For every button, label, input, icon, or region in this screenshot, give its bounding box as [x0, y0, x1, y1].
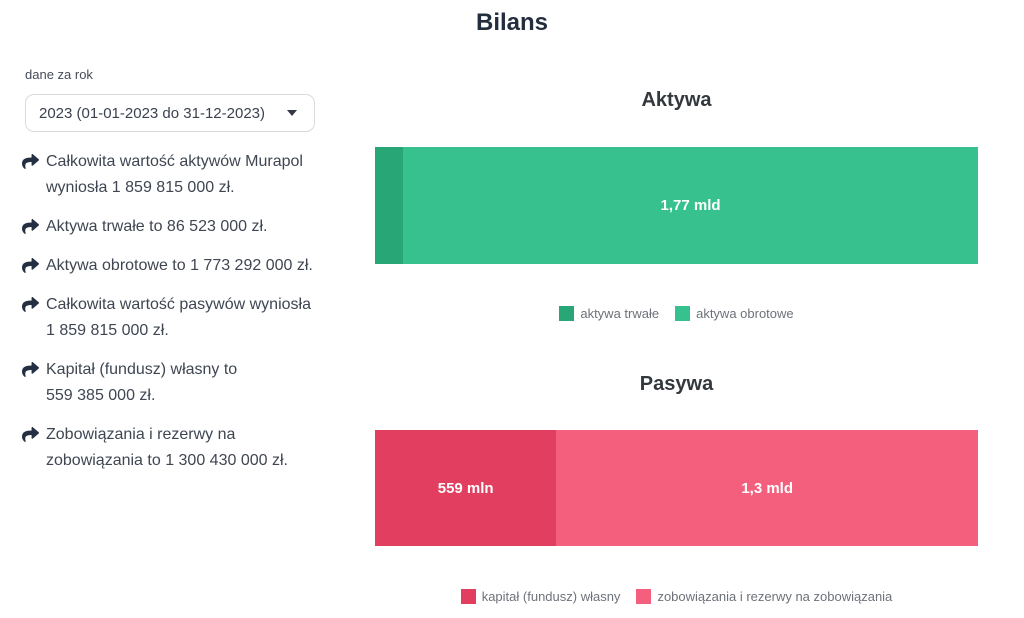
fact-item: Kapitał (fundusz) własny to 559 385 000 …	[22, 357, 321, 409]
bar-segment-aktywa-trwale[interactable]	[375, 147, 404, 264]
fact-text: Aktywa obrotowe to 1 773 292 000 zł.	[46, 257, 313, 274]
aktywa-stacked-bar: 1,77 mld	[375, 147, 978, 264]
bar-value-label: 559 mln	[437, 479, 494, 497]
share-arrow-icon	[22, 296, 39, 313]
bar-value-label: 1,3 mld	[741, 479, 794, 497]
fact-item: Całkowita wartość aktywów Murapol wynios…	[22, 149, 321, 201]
share-arrow-icon	[22, 257, 39, 274]
pasywa-legend: kapitał (fundusz) własny zobowiązania i …	[375, 589, 978, 604]
fact-text: Zobowiązania i rezerwy na zobowiązania t…	[46, 426, 288, 469]
fact-item: Aktywa obrotowe to 1 773 292 000 zł.	[22, 253, 321, 279]
bar-segment-aktywa-obrotowe[interactable]: 1,77 mld	[403, 147, 978, 264]
year-select-value: 2023 (01-01-2023 do 31-12-2023)	[39, 104, 266, 122]
share-arrow-icon	[22, 426, 39, 443]
bar-value-label: 1,77 mld	[660, 197, 721, 214]
legend-item-kapital-wlasny[interactable]: kapitał (fundusz) własny	[460, 589, 621, 604]
legend-label: aktywa obrotowe	[696, 306, 794, 321]
year-filter-label: dane za rok	[25, 67, 93, 82]
legend-item-aktywa-obrotowe[interactable]: aktywa obrotowe	[675, 306, 794, 321]
caret-down-icon	[287, 110, 297, 116]
legend-swatch-icon	[636, 589, 652, 604]
legend-label: aktywa trwałe	[580, 306, 660, 321]
share-arrow-icon	[22, 153, 39, 170]
bar-segment-kapital-wlasny[interactable]: 559 mln	[375, 430, 557, 546]
legend-swatch-icon	[559, 306, 575, 321]
legend-item-aktywa-trwale[interactable]: aktywa trwałe	[559, 306, 659, 321]
share-arrow-icon	[22, 361, 39, 378]
legend-swatch-icon	[675, 306, 691, 321]
fact-text: Kapitał (fundusz) własny to 559 385 000 …	[46, 361, 238, 404]
aktywa-chart-title: Aktywa	[641, 89, 712, 111]
fact-item: Całkowita wartość pasywów wyniosła 1 859…	[22, 292, 321, 344]
charts-area: Aktywa 1,77 mld aktywa trwałe aktywa obr…	[375, 38, 1024, 604]
aktywa-legend: aktywa trwałe aktywa obrotowe	[375, 306, 978, 321]
bar-segment-zobowiazania[interactable]: 1,3 mld	[556, 430, 978, 546]
legend-item-zobowiazania[interactable]: zobowiązania i rezerwy na zobowiązania	[636, 589, 892, 604]
page-title: Bilans	[475, 9, 549, 36]
legend-label: zobowiązania i rezerwy na zobowiązania	[657, 589, 893, 604]
facts-list: Całkowita wartość aktywów Murapol wynios…	[22, 149, 375, 474]
pasywa-stacked-bar: 559 mln 1,3 mld	[375, 430, 978, 546]
legend-label: kapitał (fundusz) własny	[481, 589, 621, 604]
fact-text: Aktywa trwałe to 86 523 000 zł.	[46, 218, 268, 235]
fact-item: Zobowiązania i rezerwy na zobowiązania t…	[22, 422, 321, 474]
balance-dashboard: dane za rok 2023 (01-01-2023 do 31-12-20…	[0, 38, 1024, 604]
legend-swatch-icon	[460, 589, 476, 604]
year-select[interactable]: 2023 (01-01-2023 do 31-12-2023)	[25, 94, 315, 132]
fact-item: Aktywa trwałe to 86 523 000 zł.	[22, 214, 321, 240]
share-arrow-icon	[22, 218, 39, 235]
fact-text: Całkowita wartość aktywów Murapol wynios…	[46, 153, 303, 196]
sidebar: dane za rok 2023 (01-01-2023 do 31-12-20…	[0, 38, 375, 604]
fact-text: Całkowita wartość pasywów wyniosła 1 859…	[46, 296, 311, 339]
pasywa-chart-title: Pasywa	[639, 373, 714, 395]
